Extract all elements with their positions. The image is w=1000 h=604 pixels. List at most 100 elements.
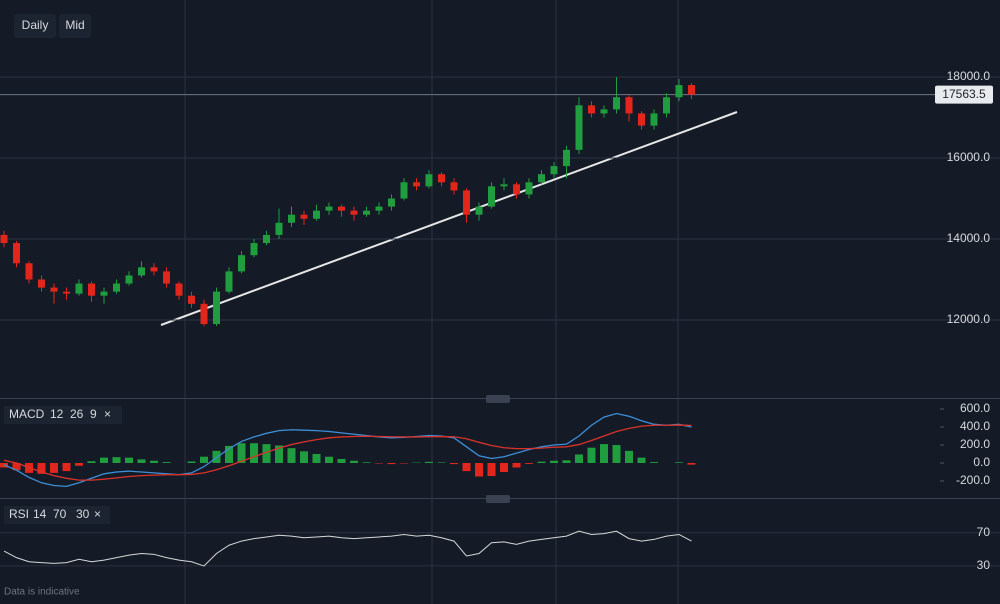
histogram-bar xyxy=(325,456,333,464)
candle-body xyxy=(125,275,133,284)
histogram-bar xyxy=(512,463,521,468)
resize-handle[interactable] xyxy=(486,495,510,503)
last-price-box xyxy=(935,85,993,104)
histogram-bar xyxy=(150,460,158,464)
macd-param: 26 xyxy=(70,407,84,421)
candle-body xyxy=(88,283,95,296)
candle-body xyxy=(163,271,170,284)
histogram-bar xyxy=(387,463,396,465)
histogram-bar xyxy=(250,443,258,464)
histogram-bar xyxy=(125,457,133,464)
candle-body xyxy=(113,283,120,292)
mid-button-label[interactable]: Mid xyxy=(65,18,84,32)
y-tick-label: 18000.0 xyxy=(947,69,991,83)
histogram-bar xyxy=(687,463,696,465)
histogram-bar xyxy=(337,458,346,464)
y-tick-label: 12000.0 xyxy=(947,312,991,326)
candle-body xyxy=(275,222,283,235)
histogram-bar xyxy=(462,463,471,472)
candle-body xyxy=(175,283,183,296)
macd-param: 9 xyxy=(90,407,97,421)
histogram-bar xyxy=(37,463,46,474)
y-tick-label: 30 xyxy=(977,558,991,572)
histogram-bar xyxy=(362,462,371,464)
macd-line xyxy=(3,424,692,481)
y-tick-label: 16000.0 xyxy=(947,150,991,164)
candle-body xyxy=(488,186,495,207)
candle-body xyxy=(425,174,433,187)
histogram-bar xyxy=(75,463,83,466)
candle-body xyxy=(513,184,520,195)
trend-line xyxy=(160,111,738,326)
vertical-grid xyxy=(184,0,679,604)
histogram-bar xyxy=(50,463,58,473)
candle-body xyxy=(400,182,408,199)
candle-body xyxy=(475,206,483,215)
y-tick-label: 14000.0 xyxy=(947,231,991,245)
histogram-bar xyxy=(500,463,508,473)
candle-body xyxy=(25,263,33,280)
candle-body xyxy=(525,182,533,195)
y-tick-label: 0.0 xyxy=(973,455,990,469)
rsi-param: 30 xyxy=(76,507,90,521)
histogram-bar xyxy=(312,454,321,464)
histogram-bar xyxy=(237,443,246,464)
rsi-legend-box xyxy=(4,506,110,524)
footer-note: Data is indicative xyxy=(4,587,80,598)
macd-line xyxy=(3,412,692,488)
resize-handle[interactable] xyxy=(486,395,510,403)
histogram-bar xyxy=(625,450,633,464)
candle-body xyxy=(238,255,245,272)
mid-button[interactable] xyxy=(59,14,91,38)
rsi-param: 14 xyxy=(33,507,47,521)
histogram-bar xyxy=(12,463,21,471)
histogram-bar xyxy=(537,461,546,464)
candle-body xyxy=(450,182,458,191)
candle-body xyxy=(213,291,220,325)
candle-body xyxy=(138,267,145,276)
histogram-bar xyxy=(450,463,458,465)
candle-body xyxy=(413,182,420,187)
histogram-bar xyxy=(587,447,596,464)
histogram-bar xyxy=(425,461,433,464)
histogram-bar xyxy=(275,445,283,464)
histogram-bar xyxy=(637,457,646,464)
candle-body xyxy=(675,85,683,98)
candle-body xyxy=(650,113,658,126)
histogram-bar xyxy=(600,444,608,464)
rsi-close[interactable]: × xyxy=(94,507,101,521)
candle-body xyxy=(613,97,620,110)
macd-param: 12 xyxy=(50,407,64,421)
histogram-bar xyxy=(137,459,146,464)
macd-legend: MACD xyxy=(9,407,45,421)
histogram-bar xyxy=(612,445,621,464)
histogram-bar xyxy=(187,461,196,464)
candle-body xyxy=(75,283,83,294)
candle-body xyxy=(263,234,270,244)
candle-body xyxy=(463,190,470,215)
candle-body xyxy=(250,243,258,256)
histogram-bar xyxy=(650,462,658,464)
histogram-bar xyxy=(550,460,558,464)
candle-body xyxy=(375,206,383,211)
histogram-bar xyxy=(437,462,446,464)
histogram-bar xyxy=(475,463,483,477)
histogram-bar xyxy=(112,457,121,464)
candle-body xyxy=(338,206,345,211)
candle-body xyxy=(500,184,508,187)
histogram-bar xyxy=(162,462,171,464)
macd-close[interactable]: × xyxy=(104,407,111,421)
candle-body xyxy=(100,291,108,296)
histogram-bar xyxy=(525,463,533,464)
daily-button-label[interactable]: Daily xyxy=(22,18,49,32)
histogram-bar xyxy=(287,448,296,464)
daily-button[interactable] xyxy=(14,14,56,38)
y-tick-label: -200.0 xyxy=(956,473,990,487)
histogram-bar xyxy=(87,461,96,464)
candle-body xyxy=(538,174,545,183)
candle-body xyxy=(13,243,20,264)
histogram-bar xyxy=(262,444,271,464)
histogram-bar xyxy=(100,457,108,464)
